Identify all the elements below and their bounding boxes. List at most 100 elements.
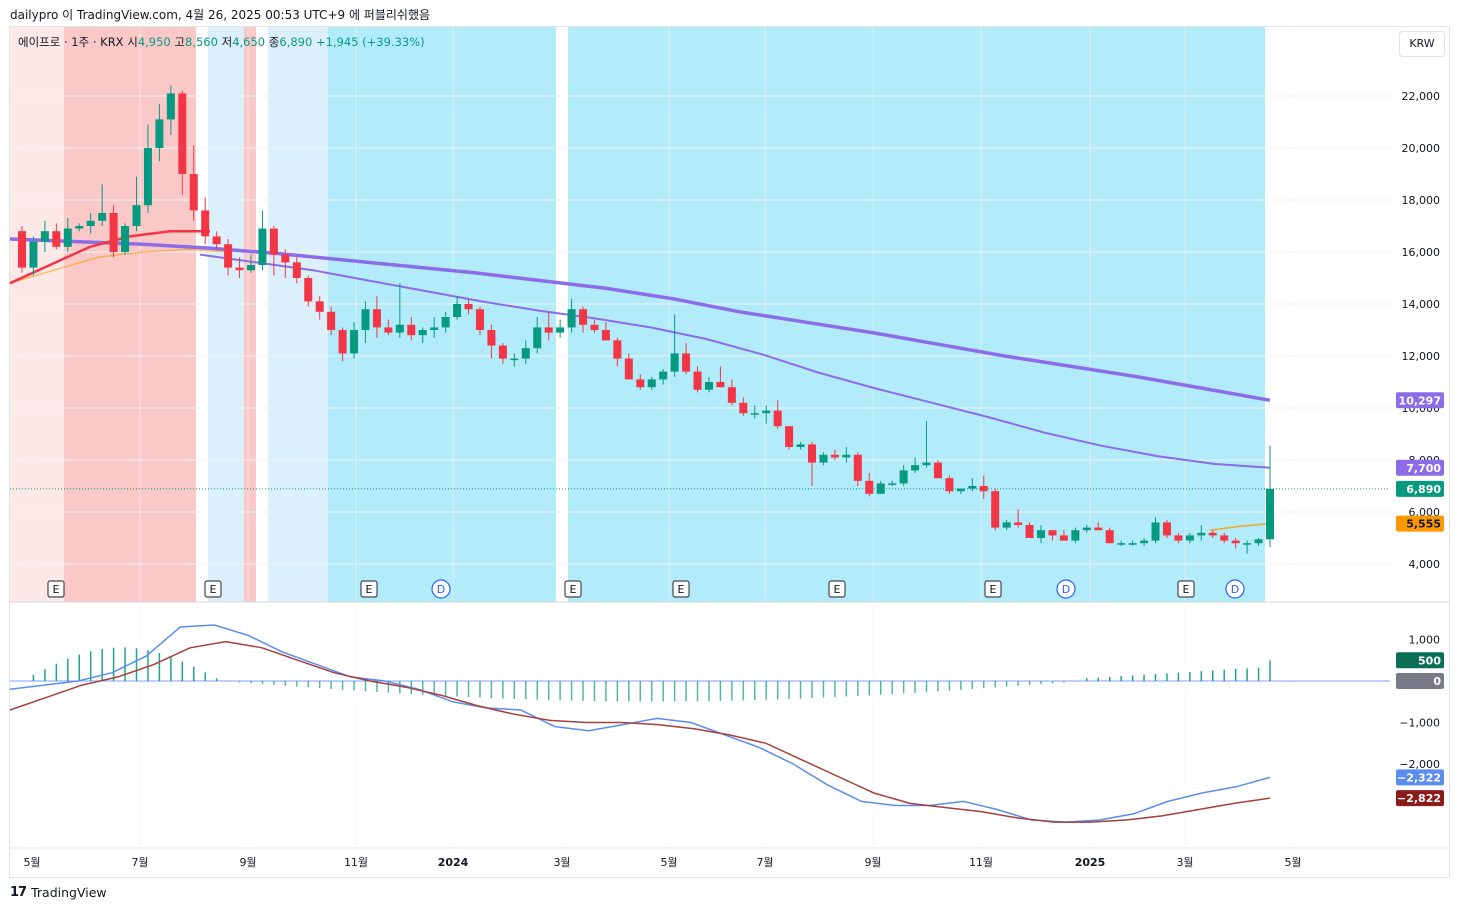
session-band	[268, 27, 328, 602]
candle	[1059, 530, 1068, 541]
zero-tag-text: 0	[1433, 675, 1441, 688]
candle	[1002, 519, 1011, 531]
candle-body	[258, 228, 267, 265]
candle	[533, 317, 542, 354]
session-band	[64, 27, 196, 602]
open-value: 4,950	[137, 35, 171, 49]
earnings-icon	[672, 580, 690, 598]
earnings-marker: E	[672, 580, 690, 598]
zero-tag: 0	[1396, 673, 1444, 689]
candle	[224, 239, 233, 276]
candle	[453, 296, 462, 320]
price-tick-label: 20,000	[1402, 142, 1441, 155]
candle	[1037, 525, 1046, 544]
candle-body	[579, 309, 588, 325]
candle	[510, 353, 519, 367]
macd-tick-label: 1,000	[1409, 634, 1441, 647]
candle-body	[716, 382, 725, 388]
candle	[40, 220, 49, 252]
candle-body	[899, 470, 908, 484]
candle	[888, 480, 897, 486]
moving-averages	[9, 229, 1390, 531]
time-tick-label: 9월	[864, 856, 881, 869]
candle-body	[808, 444, 817, 463]
candle	[315, 296, 324, 320]
session-band	[208, 27, 244, 602]
candle-body	[350, 330, 359, 354]
candle	[922, 421, 931, 468]
candle-body	[98, 213, 107, 221]
candle	[830, 449, 839, 460]
candle	[52, 223, 61, 250]
earnings-icon	[564, 580, 582, 598]
candle-body	[292, 262, 301, 278]
candle	[601, 322, 610, 341]
candle	[704, 376, 713, 393]
candle	[945, 475, 954, 494]
candle	[544, 311, 553, 341]
candle-body	[727, 387, 736, 403]
candle	[1254, 538, 1263, 546]
candle-body	[1174, 535, 1183, 541]
ma-short-price-tag-bg	[1396, 515, 1444, 532]
candle	[968, 478, 977, 492]
time-tick-label: 5월	[23, 856, 40, 869]
candle	[750, 405, 759, 419]
dividend-icon	[1225, 579, 1245, 599]
candle	[281, 249, 290, 278]
chart-frame	[9, 26, 1450, 878]
candle	[1162, 519, 1171, 538]
candle	[327, 306, 336, 336]
candle-body	[327, 311, 336, 330]
marker-label: D	[1231, 583, 1239, 596]
earnings-marker: E	[204, 580, 222, 598]
candle-body	[624, 358, 633, 380]
currency-button[interactable]: KRW	[1399, 31, 1445, 57]
candle	[1117, 540, 1126, 546]
macd-tick-label: −2,000	[1399, 758, 1440, 771]
session-band	[244, 27, 256, 602]
candle	[624, 353, 633, 380]
candle-body	[304, 278, 313, 302]
candle	[338, 327, 347, 362]
candle	[773, 400, 782, 429]
candle	[372, 296, 381, 338]
tradingview-mark-icon: 17	[10, 885, 27, 900]
candle	[418, 327, 427, 343]
candle-body	[945, 478, 954, 492]
marker-label: E	[53, 583, 60, 596]
candle-body	[1105, 530, 1114, 544]
candle-body	[246, 265, 255, 271]
marker-label: D	[437, 583, 445, 596]
candle-body	[269, 228, 278, 255]
candle	[269, 226, 278, 276]
candle	[739, 397, 748, 416]
candle	[842, 447, 851, 463]
candle	[853, 452, 862, 486]
candle	[75, 223, 84, 232]
candle	[132, 176, 141, 232]
candle-body	[166, 93, 175, 120]
candle-body	[487, 330, 496, 346]
candle-body	[86, 220, 95, 226]
macd-tick-label: −1,000	[1399, 717, 1440, 730]
candle-body	[693, 371, 702, 390]
candle	[785, 426, 794, 450]
dividend-marker: D	[1225, 579, 1245, 599]
marker-label: D	[1062, 583, 1070, 596]
tradingview-logo[interactable]: 17 TradingView	[10, 885, 107, 900]
candle	[121, 223, 130, 255]
earnings-icon	[360, 580, 378, 598]
candle	[567, 298, 576, 333]
candle	[1025, 522, 1034, 538]
close-price-tag-bg	[1396, 480, 1444, 497]
candle-body	[1002, 522, 1011, 528]
marker-label: E	[834, 583, 841, 596]
symbol-legend: 에이프로 · 1주 · KRX 시4,950 고8,560 저4,650 종6,…	[18, 34, 425, 50]
candle-body	[121, 226, 130, 252]
candle-body	[1048, 530, 1057, 536]
candle-body	[430, 327, 439, 330]
time-tick-label: 3월	[1176, 856, 1193, 869]
